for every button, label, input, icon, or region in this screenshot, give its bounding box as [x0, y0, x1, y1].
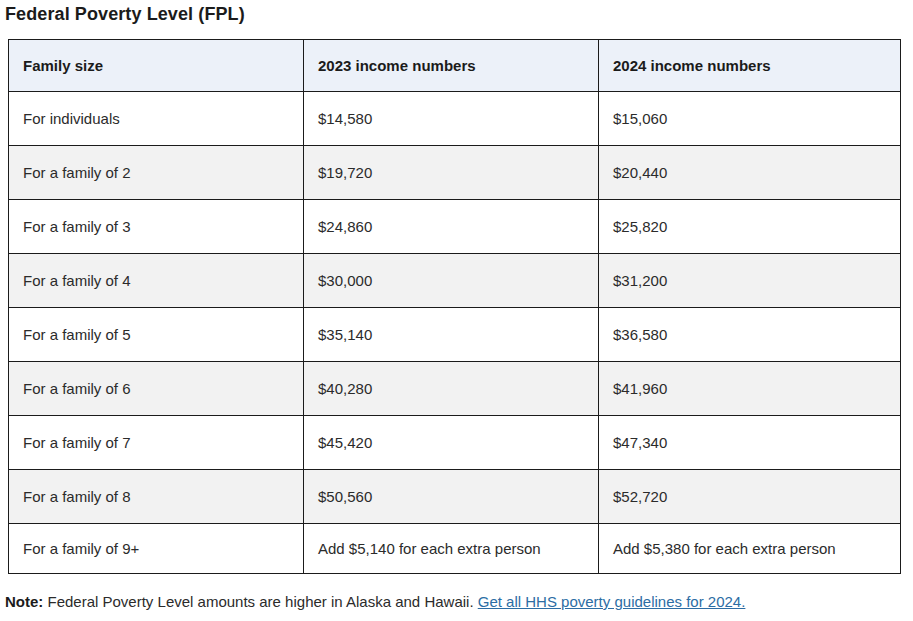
income-2024-cell: $31,200 — [599, 254, 901, 308]
family-size-cell: For a family of 8 — [9, 470, 304, 524]
column-header-2024-income: 2024 income numbers — [599, 40, 901, 92]
income-2024-cell: $20,440 — [599, 146, 901, 200]
income-2023-cell: $19,720 — [304, 146, 599, 200]
table-header-row: Family size 2023 income numbers 2024 inc… — [9, 40, 901, 92]
note-label: Note: — [5, 593, 43, 610]
income-2023-cell: $40,280 — [304, 362, 599, 416]
table-row: For a family of 3 $24,860 $25,820 — [9, 200, 901, 254]
income-2023-cell: $24,860 — [304, 200, 599, 254]
family-size-cell: For individuals — [9, 92, 304, 146]
family-size-cell: For a family of 2 — [9, 146, 304, 200]
income-2024-cell: Add $5,380 for each extra person — [599, 524, 901, 574]
hhs-guidelines-link[interactable]: Get all HHS poverty guidelines for 2024. — [478, 593, 746, 610]
table-row: For a family of 5 $35,140 $36,580 — [9, 308, 901, 362]
income-2024-cell: $47,340 — [599, 416, 901, 470]
income-2023-cell: $14,580 — [304, 92, 599, 146]
table-row: For a family of 9+ Add $5,140 for each e… — [9, 524, 901, 574]
income-2024-cell: $25,820 — [599, 200, 901, 254]
income-2023-cell: Add $5,140 for each extra person — [304, 524, 599, 574]
income-2024-cell: $36,580 — [599, 308, 901, 362]
family-size-cell: For a family of 5 — [9, 308, 304, 362]
column-header-2023-income: 2023 income numbers — [304, 40, 599, 92]
footnote: Note: Federal Poverty Level amounts are … — [0, 574, 913, 610]
family-size-cell: For a family of 6 — [9, 362, 304, 416]
family-size-cell: For a family of 3 — [9, 200, 304, 254]
table-row: For individuals $14,580 $15,060 — [9, 92, 901, 146]
income-2023-cell: $35,140 — [304, 308, 599, 362]
income-2024-cell: $15,060 — [599, 92, 901, 146]
income-2024-cell: $52,720 — [599, 470, 901, 524]
column-header-family-size: Family size — [9, 40, 304, 92]
fpl-page: Federal Poverty Level (FPL) Family size … — [0, 0, 913, 621]
family-size-cell: For a family of 9+ — [9, 524, 304, 574]
table-row: For a family of 4 $30,000 $31,200 — [9, 254, 901, 308]
note-text: Federal Poverty Level amounts are higher… — [43, 593, 477, 610]
income-2024-cell: $41,960 — [599, 362, 901, 416]
table-row: For a family of 6 $40,280 $41,960 — [9, 362, 901, 416]
page-title: Federal Poverty Level (FPL) — [0, 0, 913, 25]
table-row: For a family of 7 $45,420 $47,340 — [9, 416, 901, 470]
income-2023-cell: $30,000 — [304, 254, 599, 308]
fpl-table: Family size 2023 income numbers 2024 inc… — [8, 39, 901, 574]
income-2023-cell: $45,420 — [304, 416, 599, 470]
table-row: For a family of 8 $50,560 $52,720 — [9, 470, 901, 524]
table-row: For a family of 2 $19,720 $20,440 — [9, 146, 901, 200]
income-2023-cell: $50,560 — [304, 470, 599, 524]
family-size-cell: For a family of 4 — [9, 254, 304, 308]
family-size-cell: For a family of 7 — [9, 416, 304, 470]
